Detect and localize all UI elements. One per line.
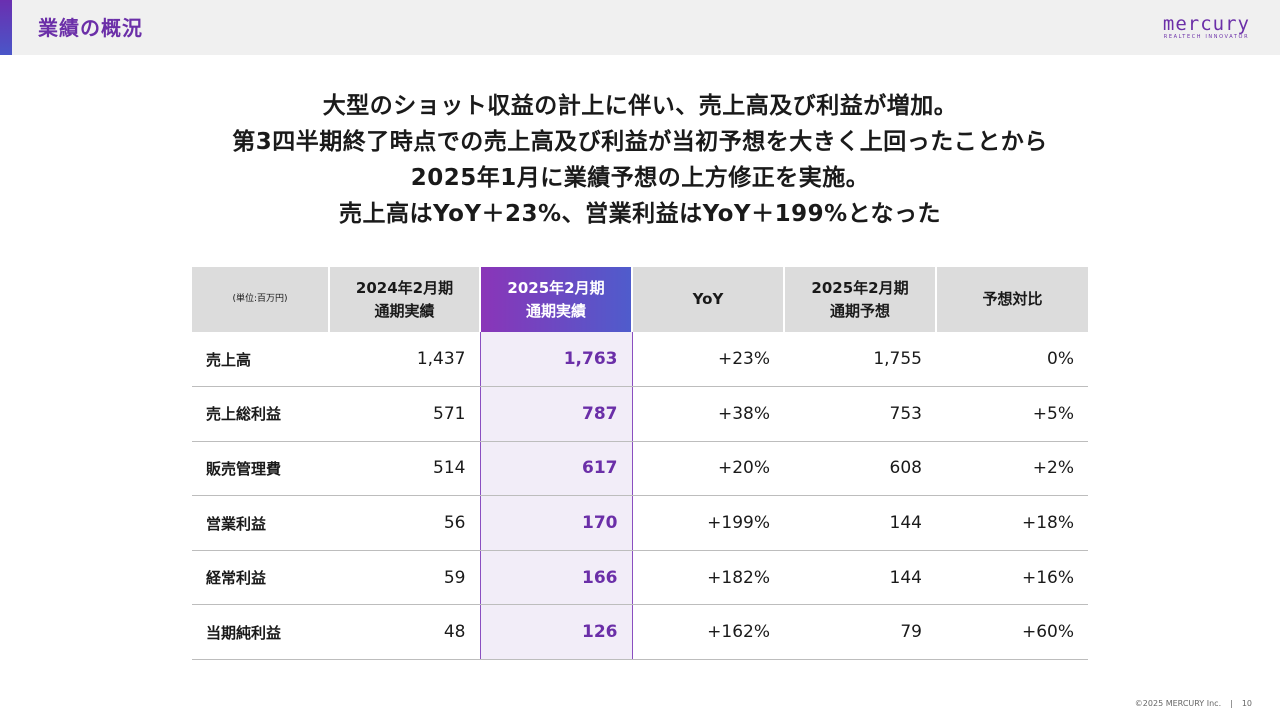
header-line: YoY (692, 290, 724, 308)
row-label: 売上高 (192, 332, 329, 388)
cell-forecast: 753 (784, 386, 936, 442)
header-forecast: 2025年2月期 通期予想 (783, 267, 936, 332)
cell-vs-forecast: +60% (936, 604, 1088, 661)
table-row: 売上総利益 571 787 +38% 753 +5% (192, 386, 1088, 442)
page-title: 業績の概況 (38, 16, 143, 40)
cell-forecast: 144 (784, 495, 936, 551)
cell-current: 126 (479, 604, 633, 661)
cell-prev: 514 (329, 441, 480, 497)
cell-prev: 56 (329, 495, 480, 551)
mercury-logo: mercury REALTECH INNOVATOR (1163, 14, 1250, 40)
cell-forecast: 79 (784, 604, 936, 661)
footer-separator: | (1230, 699, 1233, 708)
cell-current: 617 (479, 441, 633, 497)
row-label: 経常利益 (192, 550, 329, 606)
header-line: 通期実績 (525, 301, 586, 320)
header-current-actual: 2025年2月期 通期実績 (479, 267, 632, 332)
cell-yoy: +38% (632, 386, 784, 442)
cell-forecast: 144 (784, 550, 936, 606)
cell-yoy: +199% (632, 495, 784, 551)
lead-line: 第3四半期終了時点での売上高及び利益が当初予想を大きく上回ったことから (232, 129, 1048, 155)
cell-current: 787 (479, 386, 633, 442)
cell-prev: 48 (329, 604, 480, 661)
logo-tagline: REALTECH INNOVATOR (1163, 34, 1250, 40)
cell-vs-forecast: +5% (936, 386, 1088, 442)
table-row: 営業利益 56 170 +199% 144 +18% (192, 495, 1088, 551)
table-header-row: (単位:百万円) 2024年2月期 通期実績 2025年2月期 通期実績 YoY… (192, 267, 1088, 332)
cell-current: 1,763 (479, 332, 633, 388)
header-line: 予想対比 (982, 290, 1043, 308)
header-accent-stripe (0, 0, 12, 55)
cell-yoy: +162% (632, 604, 784, 661)
cell-current: 166 (479, 550, 633, 606)
table-row: 販売管理費 514 617 +20% 608 +2% (192, 441, 1088, 497)
header-line: 2025年2月期 (811, 278, 909, 297)
row-label: 営業利益 (192, 495, 329, 551)
cell-prev: 1,437 (329, 332, 480, 388)
cell-yoy: +182% (632, 550, 784, 606)
cell-vs-forecast: +18% (936, 495, 1088, 551)
cell-prev: 59 (329, 550, 480, 606)
header-yoy: YoY (631, 267, 784, 332)
cell-prev: 571 (329, 386, 480, 442)
header-line: 通期実績 (374, 301, 435, 320)
lead-line: 大型のショット収益の計上に伴い、売上高及び利益が増加。 (322, 93, 958, 119)
header-line: 2024年2月期 (355, 278, 454, 297)
copyright: ©2025 MERCURY Inc. (1134, 699, 1222, 708)
logo-wordmark: mercury (1162, 13, 1250, 35)
cell-current: 170 (479, 495, 633, 551)
unit-label: (単位:百万円) (192, 267, 329, 332)
cell-forecast: 608 (784, 441, 936, 497)
lead-line: 2025年1月に業績予想の上方修正を実施。 (410, 165, 870, 191)
cell-yoy: +23% (632, 332, 784, 388)
table-row: 売上高 1,437 1,763 +23% 1,755 0% (192, 332, 1088, 388)
cell-vs-forecast: +2% (936, 441, 1088, 497)
lead-summary: 大型のショット収益の計上に伴い、売上高及び利益が増加。 第3四半期終了時点での売… (0, 88, 1280, 232)
row-label: 当期純利益 (192, 604, 329, 661)
cell-vs-forecast: +16% (936, 550, 1088, 606)
cell-forecast: 1,755 (784, 332, 936, 388)
row-label: 売上総利益 (192, 386, 329, 442)
header-line: 通期予想 (829, 301, 890, 320)
header-prev-actual: 2024年2月期 通期実績 (328, 267, 480, 332)
page-number: 10 (1241, 699, 1252, 708)
header-line: 2025年2月期 (507, 278, 605, 297)
table-row: 当期純利益 48 126 +162% 79 +60% (192, 604, 1088, 661)
cell-yoy: +20% (632, 441, 784, 497)
lead-line: 売上高はYoY＋23%、営業利益はYoY＋199%となった (339, 201, 941, 227)
footer: ©2025 MERCURY Inc. | 10 (1135, 699, 1252, 708)
results-table: (単位:百万円) 2024年2月期 通期実績 2025年2月期 通期実績 YoY… (192, 267, 1088, 661)
cell-vs-forecast: 0% (936, 332, 1088, 388)
table-row: 経常利益 59 166 +182% 144 +16% (192, 550, 1088, 606)
header-bar (0, 0, 1280, 55)
header-vs-forecast: 予想対比 (935, 267, 1088, 332)
row-label: 販売管理費 (192, 441, 329, 497)
